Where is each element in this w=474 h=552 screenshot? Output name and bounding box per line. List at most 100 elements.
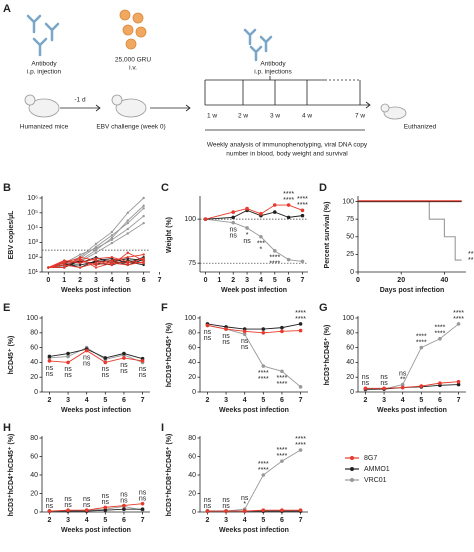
data-point — [261, 473, 266, 477]
panel-letter: D — [319, 182, 327, 194]
data-point — [300, 213, 305, 218]
y-tick-label: 60 — [30, 453, 38, 460]
data-point — [419, 384, 424, 388]
data-point — [231, 220, 236, 225]
data-point — [47, 266, 50, 269]
data-point — [78, 253, 82, 256]
y-tick-label: 60 — [30, 344, 38, 351]
y-tick-label: 100 — [184, 315, 196, 322]
data-point — [110, 256, 114, 259]
data-point — [438, 336, 442, 341]
data-point — [63, 260, 66, 263]
schematic-text: 25,000 GRU — [115, 57, 151, 64]
y-tick-label: 60 — [188, 344, 196, 351]
y-tick-label: 80 — [346, 330, 354, 337]
data-point — [242, 329, 247, 334]
panel-letter: E — [3, 302, 10, 314]
data-point — [400, 385, 405, 390]
data-point — [280, 329, 284, 334]
x-axis-label: Week post infection — [221, 287, 287, 294]
significance: ns — [204, 497, 212, 504]
data-point — [280, 325, 284, 330]
data-point — [261, 327, 266, 331]
panel-letter: F — [161, 302, 168, 314]
significance: * — [246, 232, 249, 239]
significance: **** — [269, 261, 280, 268]
data-point — [142, 257, 145, 260]
y-tick-label: 60 — [188, 453, 196, 460]
y-axis-label: EBV copies/µL — [8, 210, 15, 259]
panel-letter: I — [161, 422, 164, 434]
schematic-text: i.p. injections — [254, 69, 292, 76]
significance: ns — [46, 371, 54, 378]
data-point — [142, 260, 145, 263]
data-point — [63, 266, 66, 269]
x-axis-label: Weeks post infection — [61, 407, 131, 414]
significance: ns — [102, 366, 110, 373]
y-tick-label: 20 — [346, 374, 354, 381]
x-axis-label: Weeks post infection — [377, 407, 447, 414]
significance: ns — [83, 360, 91, 367]
significance: ns — [241, 344, 249, 351]
significance: ns — [222, 333, 230, 340]
data-point — [126, 232, 129, 235]
significance: ns — [120, 491, 128, 498]
legend-swatch — [350, 478, 354, 482]
significance: ns — [120, 368, 128, 375]
significance: ns — [241, 338, 249, 345]
schematic-text: -1 d — [74, 97, 86, 104]
y-tick-label: 0 — [192, 389, 196, 396]
y-tick-label: 80 — [188, 435, 196, 442]
data-point — [142, 204, 145, 207]
series-line — [207, 323, 301, 330]
x-tick-label: 3 — [245, 277, 249, 284]
data-point — [438, 381, 442, 385]
schematic-text: Antibody — [260, 61, 286, 68]
x-tick-label: 5 — [273, 277, 277, 284]
mouse-icon — [24, 94, 407, 120]
significance: ns — [46, 365, 54, 372]
x-tick-label: 5 — [103, 397, 107, 404]
data-point — [456, 322, 461, 326]
y-tick-label: 80 — [188, 330, 196, 337]
x-tick-label: 0 — [204, 277, 208, 284]
data-point — [103, 356, 108, 360]
significance: ** — [400, 376, 406, 383]
data-point — [298, 328, 303, 333]
y-tick-label: 20 — [30, 374, 38, 381]
data-point — [298, 322, 303, 326]
significance: ns — [64, 496, 72, 503]
data-point — [126, 256, 129, 259]
significance: **** — [295, 316, 306, 323]
y-axis-label: Weight (%) — [166, 217, 173, 253]
x-tick-label: 4 — [243, 517, 247, 524]
data-point — [142, 221, 145, 225]
data-point — [110, 259, 114, 262]
data-point — [47, 354, 52, 359]
data-point — [94, 248, 98, 252]
y-tick-label: 20 — [188, 490, 196, 497]
legend-label: 8G7 — [364, 455, 377, 462]
y-tick-label: 0 — [192, 509, 196, 516]
data-point — [245, 226, 249, 230]
significance: *** — [257, 241, 265, 248]
x-axis-label: Weeks post infection — [61, 527, 131, 534]
x-tick-label: 4 — [110, 277, 114, 284]
x-tick-label: 2 — [47, 517, 51, 524]
significance: ns — [362, 374, 370, 381]
data-point — [286, 215, 291, 220]
antibody-icon — [26, 14, 273, 62]
significance: **** — [276, 453, 287, 460]
series-line — [49, 508, 143, 512]
data-point — [272, 203, 277, 207]
data-point — [231, 210, 236, 214]
significance: ns — [64, 372, 72, 379]
significance: ns — [204, 503, 212, 510]
y-axis-label: hCD3⁺hCD8⁺hCD45⁺ (%) — [166, 434, 173, 517]
significance: ns — [83, 496, 91, 503]
series-line — [49, 350, 143, 363]
significance: ns — [139, 372, 147, 379]
x-tick-label: 2 — [205, 517, 209, 524]
significance: **** — [297, 196, 308, 203]
data-point — [224, 509, 228, 513]
